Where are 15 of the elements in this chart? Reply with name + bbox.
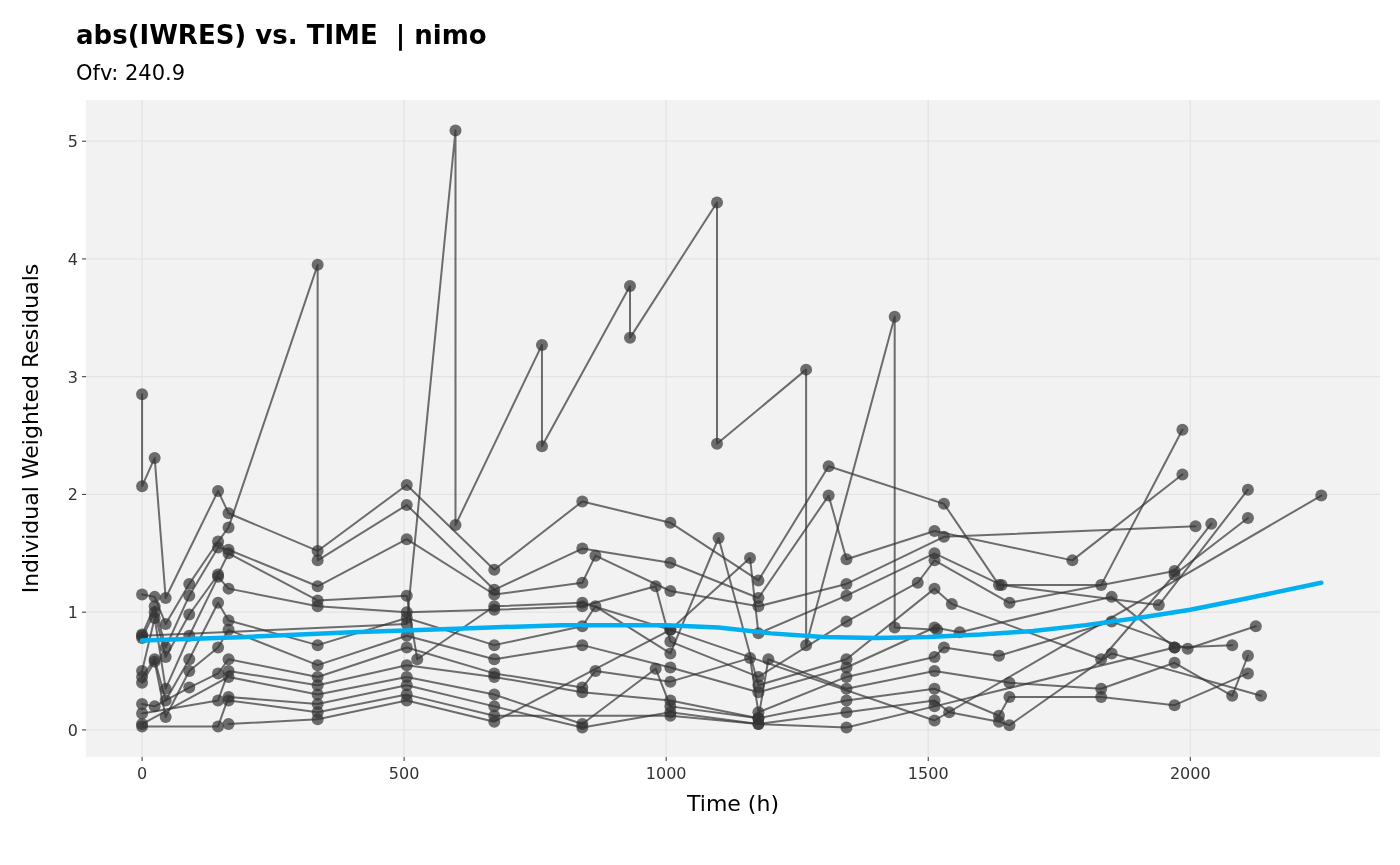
y-axis-title: Individual Weighted Residuals [18,263,43,594]
y-tick-label: 0 [67,720,78,740]
y-tick-label: 4 [67,249,78,269]
x-tick-label: 500 [388,764,420,783]
chart-subtitle: Ofv: 240.9 [76,61,186,85]
x-tick-label: 0 [136,764,148,783]
x-tick-label: 2000 [1169,764,1211,783]
y-tick-label: 1 [67,603,78,623]
y-tick-label: 2 [67,485,78,505]
y-tick-label: 3 [67,367,78,387]
chart-title: abs(IWRES) vs. TIME | nimo [76,20,487,51]
x-tick-label: 1000 [645,764,687,783]
x-axis-title: Time (h) [686,791,779,816]
y-tick-label: 5 [67,132,78,152]
x-tick-label: 1500 [907,764,949,783]
